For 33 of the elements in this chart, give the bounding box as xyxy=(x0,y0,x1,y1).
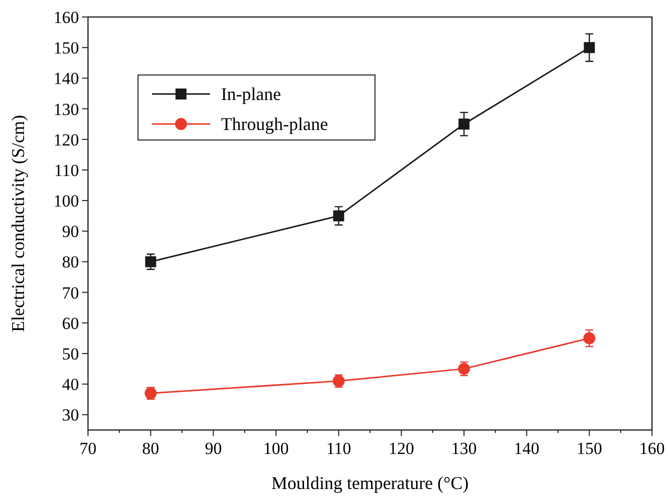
x-tick-label: 70 xyxy=(80,439,96,458)
legend-label: In-plane xyxy=(221,84,281,104)
x-tick-label: 100 xyxy=(263,439,289,458)
x-tick-label: 130 xyxy=(451,439,477,458)
y-tick-label: 130 xyxy=(54,100,79,119)
y-tick-label: 100 xyxy=(54,192,79,211)
y-tick-label: 110 xyxy=(54,160,79,180)
y-tick-label: 40 xyxy=(62,375,79,394)
y-tick-label: 90 xyxy=(62,222,79,242)
x-axis-title: Moulding temperature (°C) xyxy=(271,473,469,493)
x-tick-label: 80 xyxy=(142,439,160,458)
point xyxy=(145,256,156,268)
x-tick-label: 150 xyxy=(576,439,602,458)
y-tick-label: 150 xyxy=(54,38,79,58)
point xyxy=(333,210,344,222)
y-tick-label: 60 xyxy=(62,314,79,333)
point xyxy=(584,42,595,54)
x-tick-label: 160 xyxy=(639,439,665,458)
y-tick-label: 70 xyxy=(62,283,79,302)
y-tick-label: 50 xyxy=(62,344,79,364)
y-axis-title: Electrical conductivity (S/cm) xyxy=(8,115,28,332)
x-tick-label: 140 xyxy=(514,439,540,458)
point xyxy=(583,332,596,344)
y-tick-label: 140 xyxy=(54,69,79,88)
x-tick-label: 90 xyxy=(204,439,222,458)
y-tick-label: 30 xyxy=(62,406,79,425)
y-tick-label: 80 xyxy=(62,252,79,272)
legend-label: Through-plane xyxy=(221,114,328,134)
x-tick-label: 110 xyxy=(326,439,352,458)
point xyxy=(458,118,470,130)
y-tick-label: 120 xyxy=(54,130,79,150)
x-tick-label: 120 xyxy=(388,439,414,458)
y-tick-label: 160 xyxy=(54,8,79,27)
